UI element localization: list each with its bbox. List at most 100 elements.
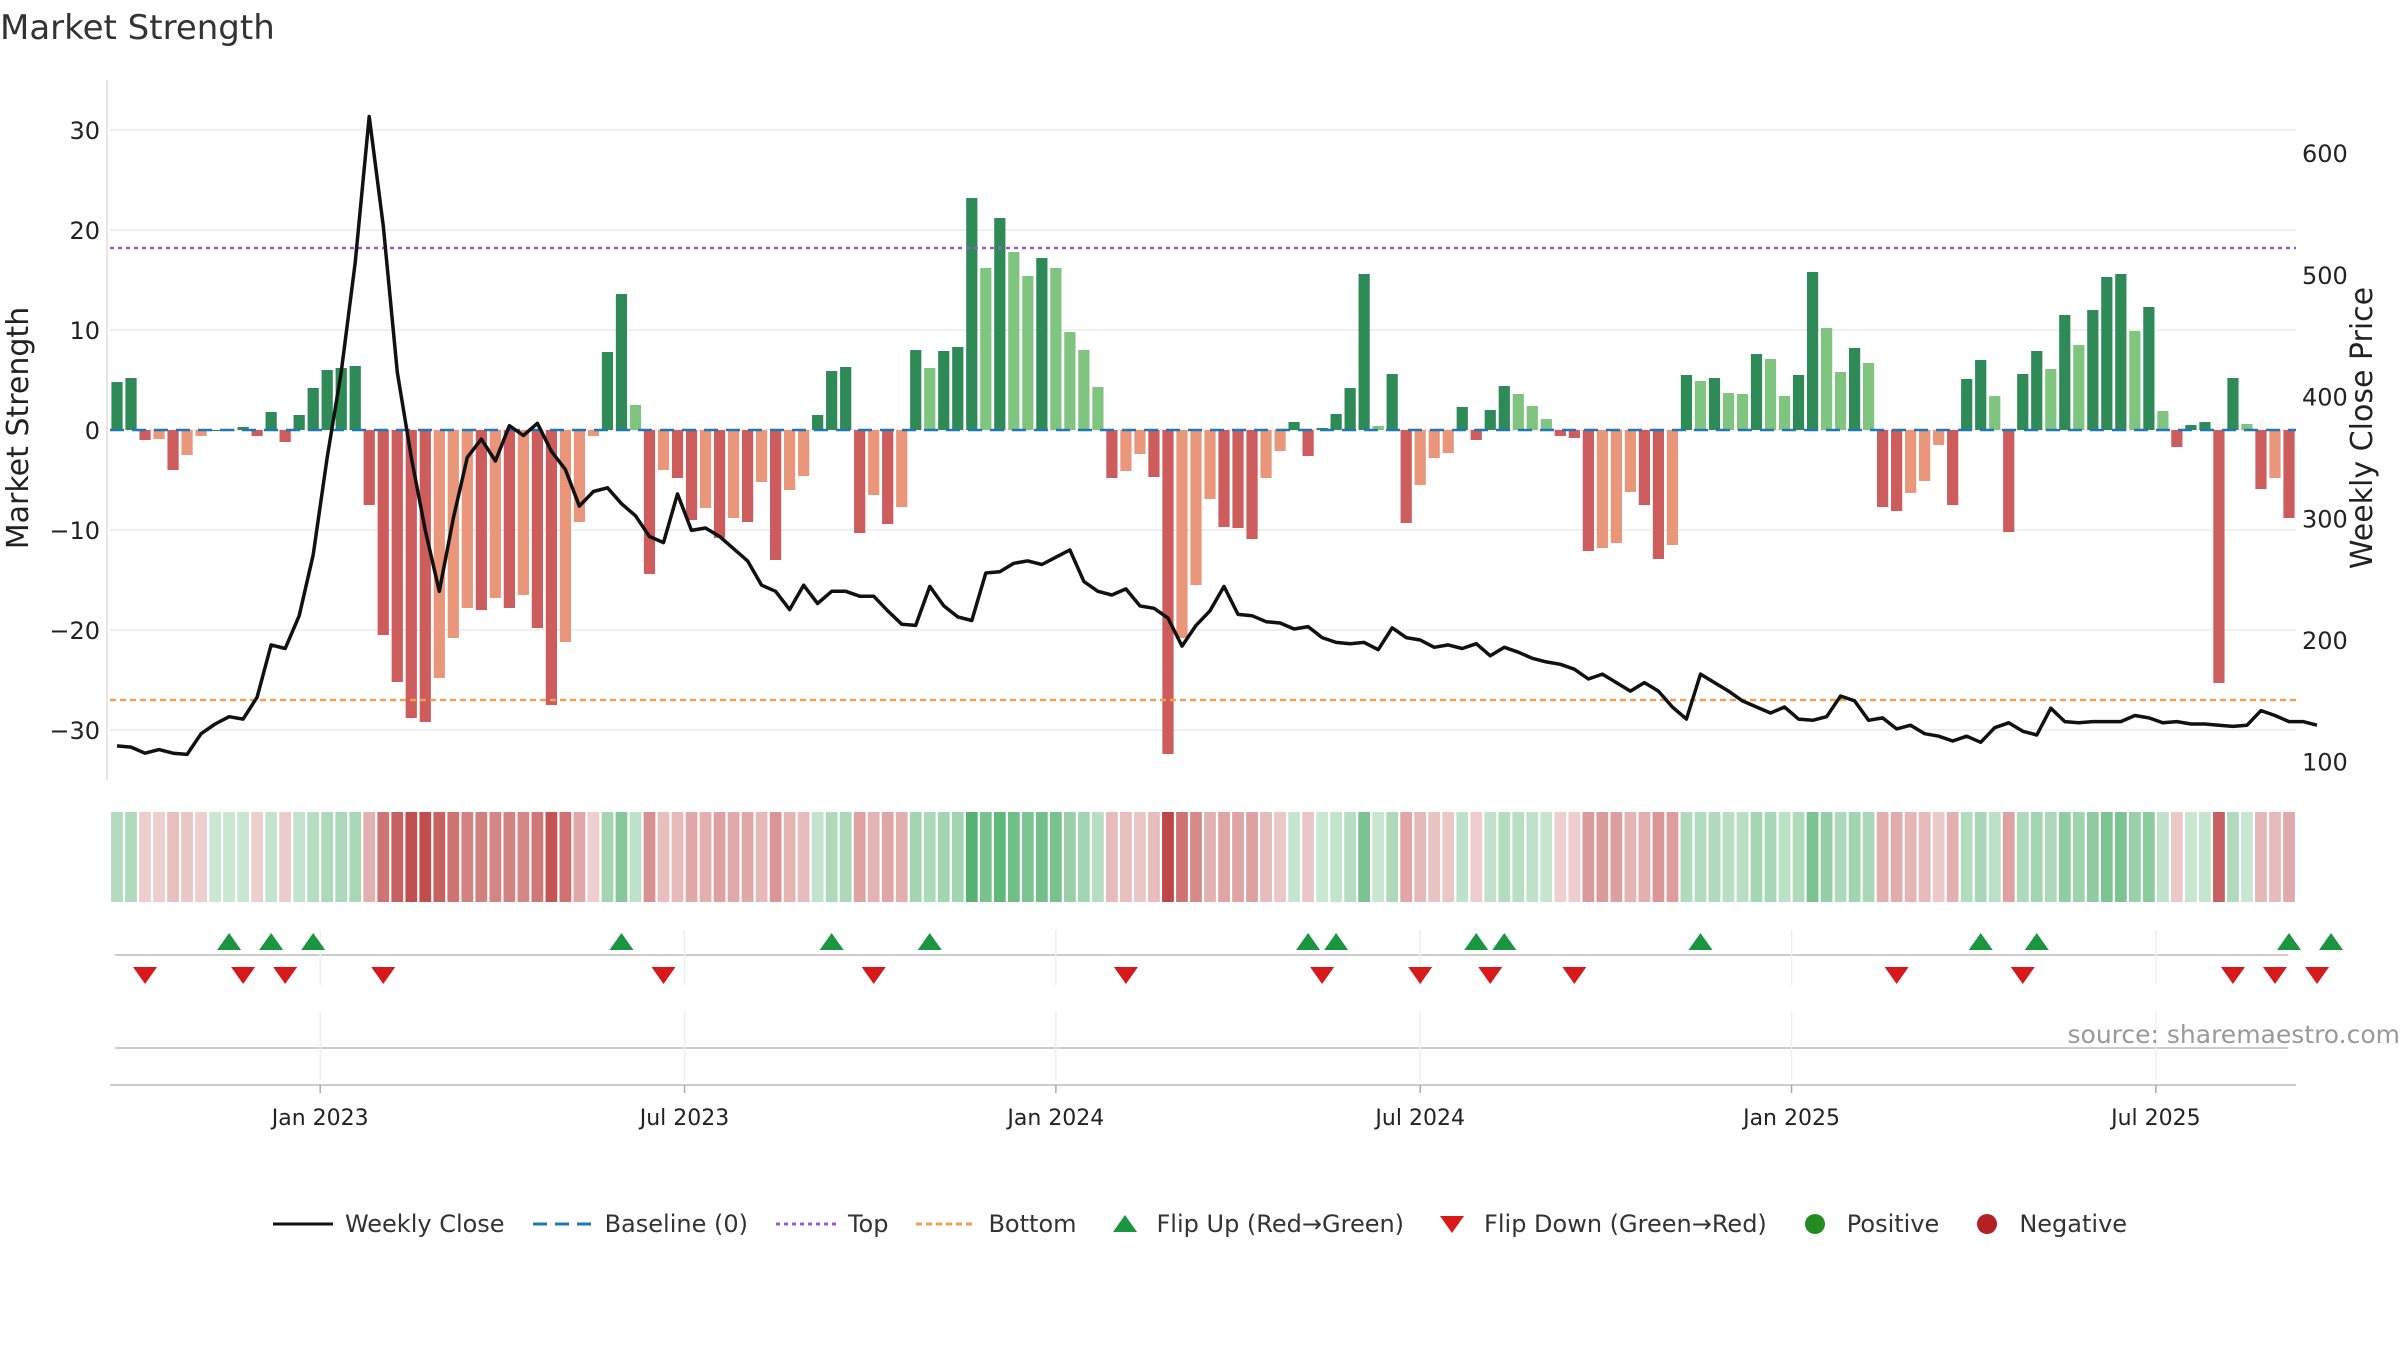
strength-bar <box>1400 430 1412 523</box>
heat-cell <box>1750 812 1763 902</box>
flip-down-marker <box>371 967 396 984</box>
heat-cell <box>2171 812 2183 902</box>
weekly-close-layer <box>116 114 2318 757</box>
flip-up-marker <box>1464 933 1489 950</box>
strength-bar <box>1414 430 1426 485</box>
strength-bar <box>1288 422 1300 430</box>
strength-bar <box>1975 360 1987 430</box>
y2-tick-label: 500 <box>2302 262 2348 290</box>
strength-bar <box>2171 430 2183 447</box>
legend-label: Negative <box>2019 1210 2128 1238</box>
strength-bar <box>1806 272 1819 430</box>
heat-cell <box>531 812 544 902</box>
heat-cell <box>2269 812 2281 902</box>
flip-up-marker <box>2276 933 2301 950</box>
legend-swatch-flip-down <box>1440 1216 1465 1233</box>
strength-bar <box>1666 430 1679 545</box>
strength-bar <box>2213 430 2225 683</box>
strength-bar <box>966 198 978 430</box>
heat-cell <box>1134 812 1146 902</box>
legend: Weekly Close Baseline (0) Top Bottom Flip Up… <box>0 1210 2400 1238</box>
strength-bar <box>1470 430 1482 440</box>
legend-item-flip-up: Flip Up (Red→Green) <box>1105 1210 1404 1238</box>
heat-cell <box>251 812 264 902</box>
heat-cell <box>685 812 698 902</box>
heat-cell <box>2283 812 2295 902</box>
heat-cell <box>1414 812 1427 902</box>
legend-swatch-negative <box>1977 1214 1998 1234</box>
legend-label: Weekly Close <box>344 1210 505 1238</box>
heat-cell <box>2142 812 2155 902</box>
strength-bar <box>1148 430 1160 477</box>
heat-cell <box>909 812 922 902</box>
strength-bar <box>868 430 880 495</box>
heat-cell <box>1428 812 1441 902</box>
strength-bar <box>181 430 193 455</box>
strength-bar <box>2031 351 2043 430</box>
strength-bar <box>1638 430 1651 505</box>
legend-swatch-baseline <box>532 1222 593 1226</box>
strength-bar <box>2185 425 2197 430</box>
heat-cell <box>1680 812 1693 902</box>
heat-cell <box>335 812 348 902</box>
strength-bar <box>349 366 361 430</box>
strength-bar <box>952 347 964 430</box>
heat-cell <box>1246 812 1258 902</box>
heat-cell <box>2156 812 2169 902</box>
heat-cell <box>1834 812 1847 902</box>
heat-cell <box>265 812 278 902</box>
strength-bar <box>1947 430 1959 505</box>
heat-cell <box>167 812 179 902</box>
heat-cell <box>671 812 684 902</box>
heat-cell <box>2185 812 2197 902</box>
strength-bar <box>265 412 277 430</box>
strength-bar <box>1863 363 1875 430</box>
strength-bar <box>1512 394 1524 430</box>
strength-bar <box>1624 430 1636 492</box>
strength-bar <box>279 430 291 442</box>
strength-bar <box>1274 430 1286 451</box>
strength-bar <box>1064 332 1076 430</box>
reference-lines <box>110 246 2296 702</box>
strength-bar <box>755 430 768 482</box>
heat-cell <box>1484 812 1497 902</box>
strength-bar <box>531 430 543 628</box>
strength-bar <box>615 294 628 430</box>
flip-markers <box>115 930 2344 1080</box>
flip-down-marker <box>1478 967 1503 984</box>
heat-cell <box>503 812 516 902</box>
heat-cell <box>1470 812 1483 902</box>
legend-item-positive: Positive <box>1795 1210 1939 1238</box>
heat-cell <box>1652 812 1665 902</box>
strength-bar <box>1792 375 1805 430</box>
strength-bar <box>1190 430 1202 585</box>
heat-cell <box>293 812 306 902</box>
heat-cell <box>1176 812 1188 902</box>
flip-down-marker <box>231 967 256 984</box>
strength-bar <box>699 430 712 508</box>
strength-bar <box>938 351 950 430</box>
flip-down-marker <box>133 967 158 984</box>
strength-bar <box>1694 381 1707 430</box>
heat-cell <box>1512 812 1525 902</box>
strength-bar <box>2101 277 2113 430</box>
strength-bar <box>433 430 445 678</box>
heat-cell <box>1035 812 1048 902</box>
heat-cell <box>1190 812 1202 902</box>
flip-up-marker <box>819 933 844 950</box>
heat-cell <box>307 812 320 902</box>
heat-cell <box>867 812 880 902</box>
strength-bar <box>2255 430 2267 489</box>
flip-down-marker <box>2305 967 2330 984</box>
heat-cell <box>2100 812 2113 902</box>
strength-bar <box>1204 430 1216 499</box>
heat-cell <box>1078 812 1090 902</box>
x-tick-label: Jul 2024 <box>1373 1106 1465 1131</box>
legend-item-flip-down: Flip Down (Green→Red) <box>1432 1210 1767 1238</box>
heat-cell <box>1288 812 1300 902</box>
strength-bar <box>293 415 305 430</box>
heat-cell <box>699 812 712 902</box>
strength-bar <box>1933 430 1945 445</box>
heat-cell <box>475 812 488 902</box>
strength-bar <box>643 430 656 574</box>
